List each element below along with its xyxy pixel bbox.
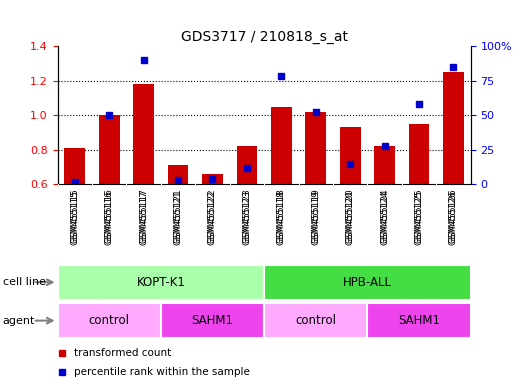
Bar (99, 115, 119, 184)
Text: GSM455123: GSM455123 (242, 190, 252, 245)
Text: HPB-ALL: HPB-ALL (343, 276, 392, 289)
Text: GSM455124: GSM455124 (380, 190, 389, 245)
Text: SAHM1: SAHM1 (191, 314, 233, 327)
Text: GSM455125: GSM455125 (415, 188, 424, 243)
Text: GSM455119: GSM455119 (311, 188, 320, 243)
Text: GSM455119: GSM455119 (311, 190, 320, 245)
Text: GSM455126: GSM455126 (449, 188, 458, 243)
Text: percentile rank within the sample: percentile rank within the sample (74, 367, 250, 377)
Bar (58, 265, 264, 300)
Bar (374, 146, 395, 184)
Text: GSM455117: GSM455117 (139, 190, 148, 245)
Bar (408, 124, 429, 184)
Text: GSM455126: GSM455126 (449, 190, 458, 245)
Text: GSM455116: GSM455116 (105, 190, 113, 245)
Text: cell line: cell line (3, 277, 46, 287)
Text: GSM455121: GSM455121 (174, 188, 183, 243)
Text: GSM455118: GSM455118 (277, 188, 286, 243)
Bar (340, 127, 360, 184)
Text: GSM455125: GSM455125 (415, 190, 424, 245)
Text: GSM455115: GSM455115 (70, 190, 79, 245)
Bar (236, 146, 257, 184)
Bar (271, 106, 292, 184)
Bar (264, 265, 471, 300)
Text: GSM455118: GSM455118 (277, 190, 286, 245)
Bar (202, 174, 223, 184)
Bar (58, 303, 161, 338)
Text: control: control (89, 314, 130, 327)
Text: GSM455115: GSM455115 (70, 188, 79, 243)
Bar (443, 72, 464, 184)
Bar (367, 303, 471, 338)
Text: SAHM1: SAHM1 (398, 314, 440, 327)
Text: agent: agent (3, 316, 35, 326)
Text: transformed count: transformed count (74, 348, 172, 358)
Title: GDS3717 / 210818_s_at: GDS3717 / 210818_s_at (180, 30, 348, 44)
Text: GSM455116: GSM455116 (105, 188, 113, 243)
Bar (64, 148, 85, 184)
Text: control: control (295, 314, 336, 327)
Text: GSM455122: GSM455122 (208, 188, 217, 243)
Text: GSM455117: GSM455117 (139, 188, 148, 243)
Text: GSM455122: GSM455122 (208, 190, 217, 245)
Text: GSM455121: GSM455121 (174, 190, 183, 245)
Bar (168, 165, 188, 184)
Text: GSM455120: GSM455120 (346, 190, 355, 245)
Text: GSM455124: GSM455124 (380, 188, 389, 243)
Text: GSM455120: GSM455120 (346, 188, 355, 243)
Bar (305, 112, 326, 184)
Text: KOPT-K1: KOPT-K1 (137, 276, 185, 289)
Bar (161, 303, 264, 338)
Bar (264, 303, 367, 338)
Text: GSM455123: GSM455123 (242, 188, 252, 243)
Bar (133, 84, 154, 184)
